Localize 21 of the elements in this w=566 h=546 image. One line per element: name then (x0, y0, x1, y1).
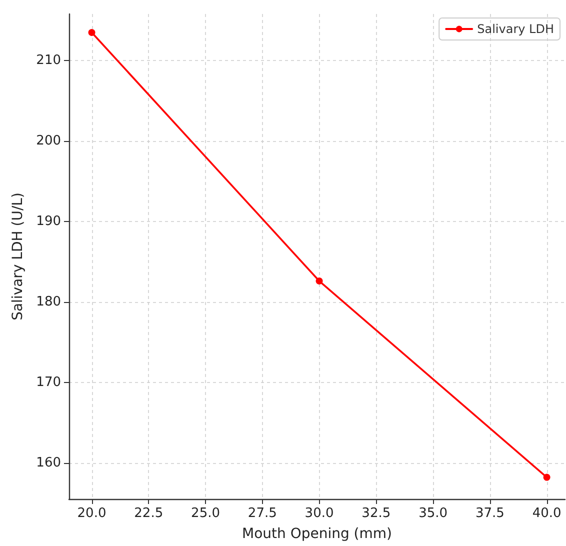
y-tick-label: 210 (36, 53, 61, 68)
legend-label: Salivary LDH (477, 22, 554, 36)
y-tick-label: 200 (36, 134, 61, 149)
y-tick-label: 180 (36, 294, 61, 310)
y-tick-label: 190 (36, 214, 61, 230)
point (543, 474, 550, 481)
x-tick-label: 37.5 (475, 506, 504, 521)
x-tick-label: 22.5 (134, 506, 164, 521)
x-tick-label: 30.0 (304, 506, 334, 521)
x-axis-title: Mouth Opening (mm) (242, 526, 392, 542)
y-tick-label: 170 (36, 374, 61, 390)
y-axis-title: Salivary LDH (U/L) (10, 192, 26, 320)
y-tick-label: 160 (36, 455, 61, 470)
x-tick-label: 20.0 (77, 506, 106, 521)
point (316, 278, 323, 285)
x-tick-label: 27.5 (248, 506, 277, 521)
point (88, 29, 96, 36)
x-tick-label: 32.5 (362, 506, 391, 521)
x-tick-label: 35.0 (418, 506, 448, 521)
x-tick-label: 25.0 (191, 506, 220, 521)
x-tick-label: 40.0 (532, 506, 562, 521)
